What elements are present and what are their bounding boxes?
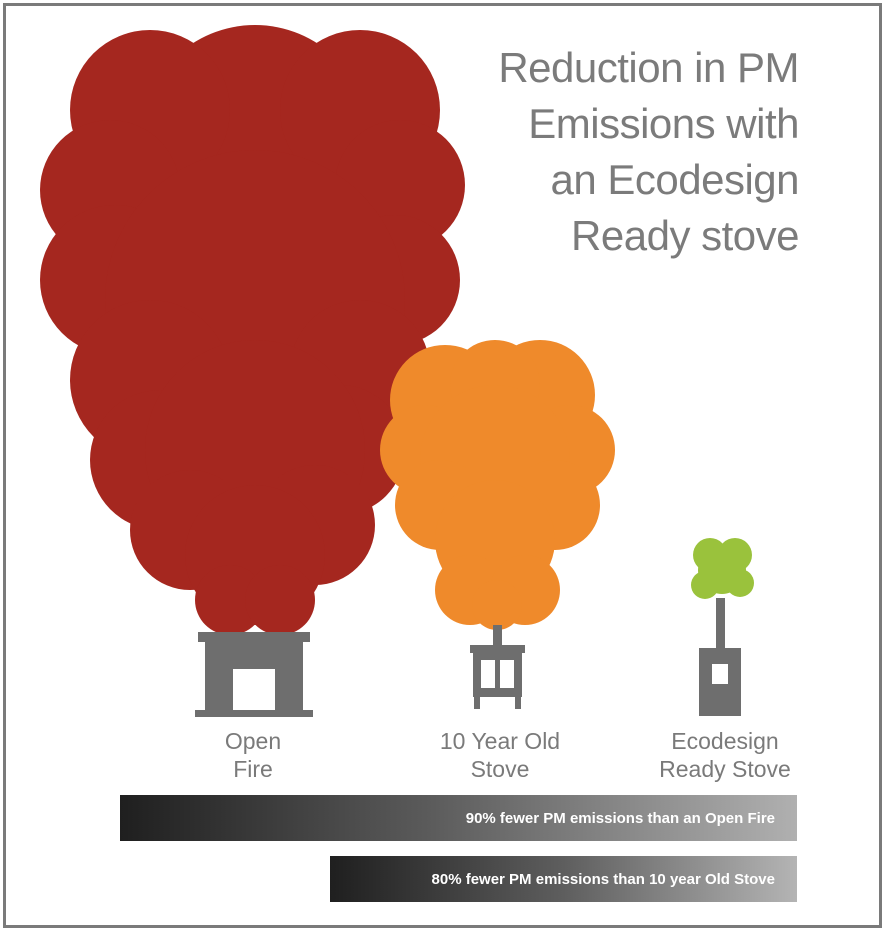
old-stove-smoke-cloud <box>380 340 615 630</box>
old-stove-label: 10 Year Old Stove <box>420 727 580 783</box>
ecodesign-label-line-2: Ready Stove <box>659 756 791 782</box>
ecodesign-smoke-cloud <box>691 538 754 599</box>
open-fire-label-line-1: Open <box>224 728 282 754</box>
ecodesign-stove-icon <box>699 598 741 716</box>
ecodesign-label-line-1: Ecodesign <box>671 728 779 754</box>
old-stove-icon <box>470 625 525 709</box>
infographic-title: Reduction in PM Emissions with an Ecodes… <box>379 40 799 264</box>
open-fire-comparison-bar: 90% fewer PM emissions than an Open Fire <box>120 795 797 841</box>
old-stove-label-line-2: Stove <box>470 756 530 782</box>
old-stove-label-line-1: 10 Year Old <box>439 728 561 754</box>
title-line-1: Reduction in PM <box>498 44 799 91</box>
old-stove-comparison-bar: 80% fewer PM emissions than 10 year Old … <box>330 856 797 902</box>
old-stove-door-windows <box>481 660 514 688</box>
open-fire-smoke-cloud <box>40 25 465 635</box>
title-line-2: Emissions with <box>528 100 799 147</box>
open-fire-label-line-2: Fire <box>233 756 273 782</box>
open-fire-label: Open Fire <box>193 727 313 783</box>
ecodesign-stove-window <box>712 664 728 684</box>
ecodesign-label: Ecodesign Ready Stove <box>640 727 810 783</box>
title-line-3: an Ecodesign <box>550 156 799 203</box>
title-line-4: Ready stove <box>571 212 799 259</box>
fireplace-opening <box>233 669 275 710</box>
